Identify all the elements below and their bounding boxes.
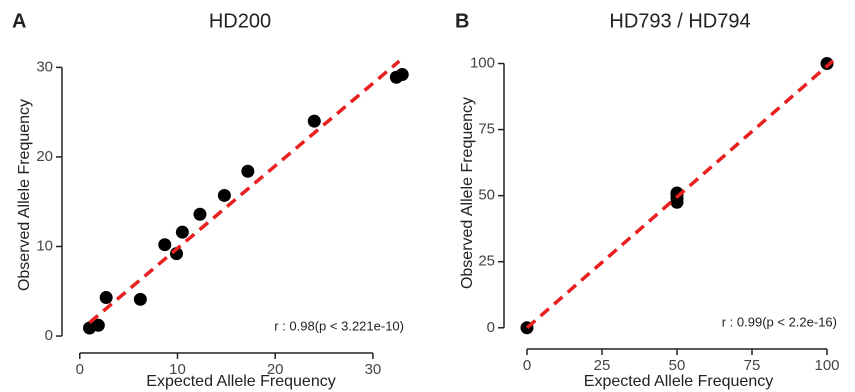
y-tick-label: 25 bbox=[478, 253, 495, 270]
point bbox=[158, 238, 172, 252]
y-tick-label: 100 bbox=[470, 54, 495, 71]
y-axis-title: Observed Allele Frequency bbox=[16, 99, 33, 291]
x-tick-label: 0 bbox=[76, 361, 84, 378]
y-tick-label: 75 bbox=[478, 121, 495, 138]
chart-title: HD793 / HD794 bbox=[609, 10, 750, 32]
point bbox=[820, 57, 834, 70]
chart-title: HD200 bbox=[209, 10, 271, 32]
panel-label: B bbox=[455, 10, 469, 32]
y-tick-label: 0 bbox=[487, 319, 495, 336]
point bbox=[217, 188, 231, 202]
fit-line bbox=[88, 59, 401, 324]
point bbox=[175, 225, 189, 239]
x-tick-label: 25 bbox=[594, 357, 611, 374]
x-tick-label: 20 bbox=[267, 361, 284, 378]
y-tick-label: 10 bbox=[36, 237, 53, 254]
point bbox=[241, 164, 255, 178]
y-axis-title: Observed Allele Frequency bbox=[459, 97, 476, 289]
x-tick-label: 10 bbox=[169, 361, 186, 378]
point bbox=[99, 291, 113, 305]
x-tick-label: 30 bbox=[365, 361, 382, 378]
x-tick-label: 50 bbox=[669, 357, 686, 374]
point bbox=[193, 207, 207, 221]
y-tick-label: 30 bbox=[36, 58, 53, 75]
point bbox=[395, 68, 409, 82]
panel-label: A bbox=[12, 10, 26, 32]
point bbox=[307, 114, 321, 128]
point bbox=[91, 318, 105, 332]
point bbox=[133, 292, 147, 306]
x-tick-label: 100 bbox=[814, 357, 839, 374]
annotation: r : 0.99(p < 2.2e-16) bbox=[722, 314, 837, 329]
x-tick-label: 75 bbox=[744, 357, 761, 374]
x-tick-label: 0 bbox=[523, 357, 531, 374]
fit-line bbox=[525, 59, 835, 330]
y-tick-label: 50 bbox=[478, 187, 495, 204]
annotation: r : 0.98(p < 3.221e-10) bbox=[274, 318, 404, 333]
x-axis-title: Expected Allele Frequency bbox=[146, 373, 335, 390]
y-tick-label: 20 bbox=[36, 148, 53, 165]
x-axis-title: Expected Allele Frequency bbox=[584, 373, 773, 390]
y-tick-label: 0 bbox=[45, 327, 53, 344]
